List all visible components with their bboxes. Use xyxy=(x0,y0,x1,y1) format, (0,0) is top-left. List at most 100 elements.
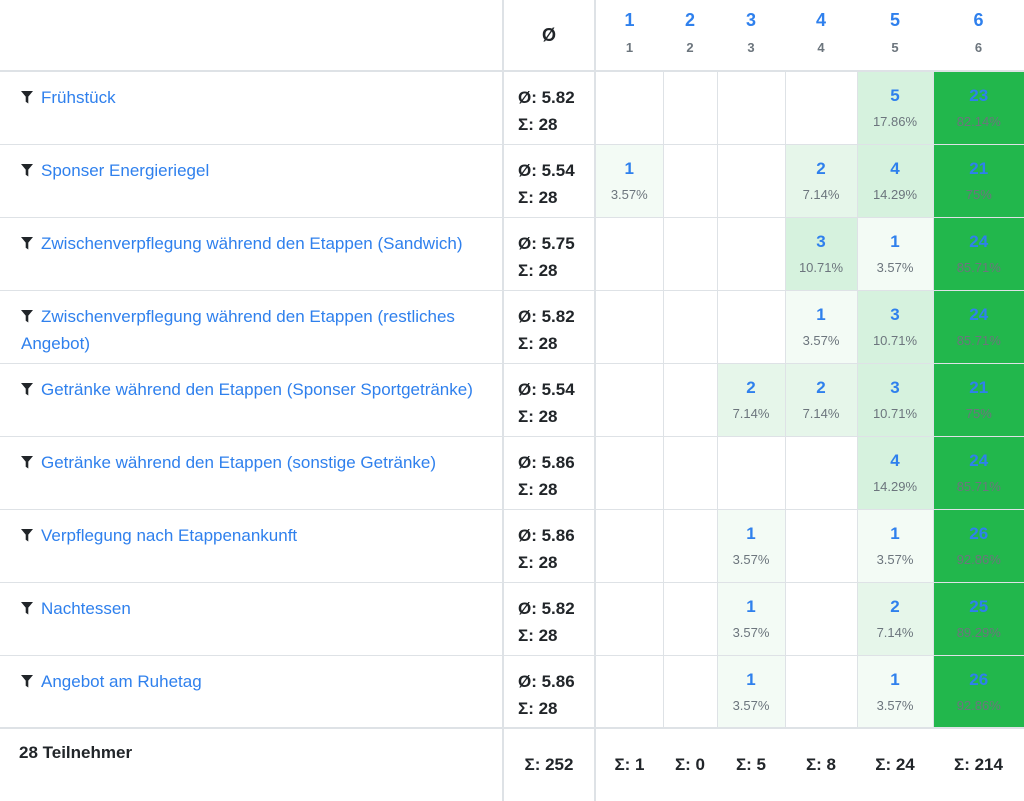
row-average: Ø: 5.82 xyxy=(518,306,575,326)
question-link[interactable]: Nachtessen xyxy=(41,598,131,618)
option-header-link[interactable]: 2 xyxy=(684,9,695,30)
answer-cell: 1 3.57% xyxy=(856,509,933,583)
answer-percent: 7.14% xyxy=(802,186,840,202)
answer-count[interactable]: 1 xyxy=(746,669,756,689)
row-average-cell: Ø: 5.54 Σ: 28 xyxy=(502,363,596,437)
question-link[interactable]: Angebot am Ruhetag xyxy=(41,671,202,691)
filter-icon[interactable] xyxy=(21,304,33,322)
answer-count[interactable]: 24 xyxy=(969,304,989,324)
answer-percent: 82.14% xyxy=(956,114,1001,129)
filter-icon[interactable] xyxy=(21,377,33,395)
question-link[interactable]: Zwischenverpflegung während den Etappen … xyxy=(41,233,463,253)
question-link[interactable]: Zwischenverpflegung während den Etappen … xyxy=(21,306,455,353)
answer-count[interactable]: 1 xyxy=(624,158,634,178)
question-link[interactable]: Getränke während den Etappen (sonstige G… xyxy=(41,452,437,472)
option-header-sub: 2 xyxy=(686,39,694,55)
filter-icon[interactable] xyxy=(21,450,33,468)
option-sum: Σ: 24 xyxy=(857,727,933,801)
filter-icon[interactable] xyxy=(21,85,33,104)
answer-percent: 3.57% xyxy=(802,332,840,348)
answer-percent: 3.57% xyxy=(610,186,648,202)
answer-cell xyxy=(662,363,717,437)
row-sum: Σ: 28 xyxy=(518,115,558,134)
answer-cell: 3 10.71% xyxy=(856,290,933,364)
row-sum: Σ: 28 xyxy=(518,552,558,572)
answer-count[interactable]: 1 xyxy=(746,523,756,543)
answer-percent: 3.57% xyxy=(732,551,770,567)
row-average-cell: Ø: 5.75 Σ: 28 xyxy=(502,217,596,291)
answer-cell xyxy=(716,144,785,218)
filter-icon[interactable] xyxy=(21,669,33,687)
answer-count[interactable]: 4 xyxy=(890,158,900,178)
participants-count: 28 Teilnehmer xyxy=(0,727,503,801)
question-link[interactable]: Frühstück xyxy=(41,88,116,107)
question-link[interactable]: Verpflegung nach Etappenankunft xyxy=(41,525,298,545)
table-row: Zwischenverpflegung während den Etappen … xyxy=(0,290,1024,364)
answer-percent: 14.29% xyxy=(872,186,918,202)
option-header-link[interactable]: 3 xyxy=(745,9,756,30)
option-header-sub: 4 xyxy=(817,39,825,55)
answer-count[interactable]: 23 xyxy=(969,86,989,105)
question-link[interactable]: Getränke während den Etappen (Sponser Sp… xyxy=(41,379,473,399)
answer-count[interactable]: 24 xyxy=(969,450,989,470)
answer-count[interactable]: 1 xyxy=(890,231,900,251)
answer-count[interactable]: 1 xyxy=(890,669,900,689)
answer-cell: 2 7.14% xyxy=(784,363,857,437)
row-average: Ø: 5.54 xyxy=(518,379,575,399)
answer-count[interactable]: 25 xyxy=(969,596,989,616)
answer-cell xyxy=(716,290,785,364)
answer-cell xyxy=(594,509,663,583)
answer-count[interactable]: 1 xyxy=(816,304,826,324)
answer-cell xyxy=(716,71,785,145)
filter-icon[interactable] xyxy=(21,231,33,249)
answer-percent: 75% xyxy=(965,186,992,202)
answer-count[interactable]: 2 xyxy=(816,377,826,397)
answer-count[interactable]: 26 xyxy=(969,523,989,543)
option-header-link[interactable]: 1 xyxy=(624,9,635,30)
filter-icon[interactable] xyxy=(21,596,33,614)
answer-count[interactable]: 1 xyxy=(890,523,900,543)
question-cell: Getränke während den Etappen (Sponser Sp… xyxy=(0,363,503,437)
row-average: Ø: 5.54 xyxy=(518,160,575,180)
table-row: Verpflegung nach Etappenankunft Ø: 5.86 Σ:… xyxy=(0,509,1024,583)
option-header-link[interactable]: 4 xyxy=(815,9,826,30)
answer-percent: 3.57% xyxy=(876,697,914,713)
answer-count[interactable]: 1 xyxy=(746,596,756,616)
answer-cell xyxy=(662,582,717,656)
option-sum: Σ: 214 xyxy=(933,727,1024,801)
answer-count[interactable]: 3 xyxy=(816,231,826,251)
answer-count[interactable]: 21 xyxy=(969,377,989,397)
answer-count[interactable]: 2 xyxy=(890,596,900,616)
answer-cell xyxy=(594,655,663,729)
answer-percent: 10.71% xyxy=(872,405,918,421)
answer-count[interactable]: 3 xyxy=(890,304,900,324)
answer-percent: 3.57% xyxy=(732,697,770,713)
answer-count[interactable]: 5 xyxy=(890,86,900,105)
table-row: Zwischenverpflegung während den Etappen … xyxy=(0,217,1024,291)
answer-cell: 1 3.57% xyxy=(716,655,785,729)
answer-count[interactable]: 24 xyxy=(969,231,989,251)
answer-cell: 4 14.29% xyxy=(856,436,933,510)
answer-count[interactable]: 3 xyxy=(890,377,900,397)
answer-percent: 17.86% xyxy=(872,114,918,129)
answer-cell: 24 85.71% xyxy=(932,436,1024,510)
answer-percent: 7.14% xyxy=(802,405,840,421)
option-header-link[interactable]: 6 xyxy=(973,9,984,30)
question-link[interactable]: Sponser Energieriegel xyxy=(41,160,210,180)
answer-count[interactable]: 26 xyxy=(969,669,989,689)
answer-count[interactable]: 2 xyxy=(746,377,756,397)
row-average: Ø: 5.86 xyxy=(518,671,575,691)
answer-count[interactable]: 21 xyxy=(969,158,989,178)
filter-icon[interactable] xyxy=(21,523,33,541)
filter-icon[interactable] xyxy=(21,158,33,176)
answer-cell: 2 7.14% xyxy=(716,363,785,437)
answer-count[interactable]: 2 xyxy=(816,158,826,178)
answer-count[interactable]: 4 xyxy=(890,450,900,470)
option-header-link[interactable]: 5 xyxy=(889,9,900,30)
